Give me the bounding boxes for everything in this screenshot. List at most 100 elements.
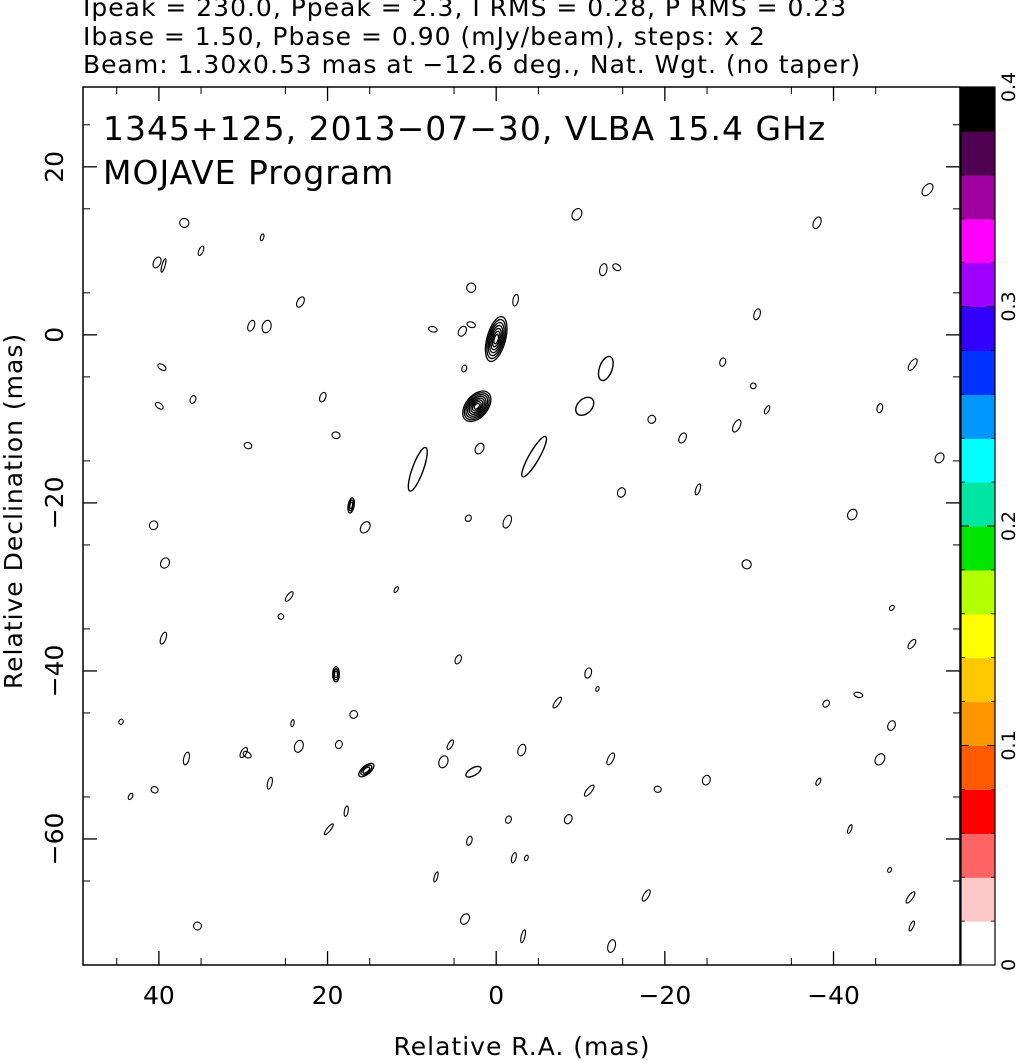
noise-contour	[247, 319, 256, 332]
noise-contour	[846, 824, 853, 834]
noise-contour	[934, 452, 945, 464]
contour-jet-knot-2	[348, 499, 355, 512]
noise-contour	[331, 431, 341, 440]
noise-contour	[887, 720, 896, 731]
noise-contour	[295, 296, 305, 308]
contour-knot-south	[358, 762, 375, 778]
noise-contour	[876, 403, 884, 414]
noise-contour	[359, 521, 371, 534]
colorbar-band	[961, 438, 995, 483]
noise-contour	[474, 442, 485, 455]
contour-core	[490, 327, 502, 351]
noise-contour	[921, 183, 934, 197]
noise-contour	[749, 382, 757, 390]
noise-contour	[598, 263, 608, 277]
colorbar-band	[961, 569, 995, 615]
y-tick-label: −60	[40, 813, 69, 866]
noise-contour	[815, 777, 822, 786]
noise-contour	[266, 776, 273, 790]
colorbar-band	[961, 701, 995, 747]
contour-jet-knot-1	[465, 393, 489, 419]
contour-jet-knot-1	[471, 401, 482, 412]
noise-contour	[753, 308, 761, 321]
noise-contour	[157, 363, 167, 372]
noise-contour	[349, 709, 359, 719]
noise-contour	[905, 891, 916, 904]
contour-knot-west	[332, 668, 340, 681]
noise-contour	[606, 752, 616, 766]
y-tick-label: −40	[40, 645, 69, 698]
noise-contour	[595, 685, 600, 692]
colorbar-band	[961, 306, 995, 351]
colorbar-band	[961, 833, 995, 878]
extended-contour	[407, 446, 428, 492]
contour-jet-knot-1	[462, 390, 492, 423]
extended-contour	[597, 355, 614, 382]
colorbar-tick-label: 0.1	[998, 730, 1020, 760]
colorbar-tick-label: 0.4	[998, 72, 1020, 102]
x-tick-label: 40	[143, 981, 175, 1010]
colorbar-band	[961, 657, 995, 703]
colorbar-band	[961, 526, 995, 571]
noise-contour	[293, 739, 304, 753]
noise-contour	[464, 514, 472, 523]
contour-core	[493, 333, 500, 345]
noise-contour	[127, 792, 134, 801]
noise-contour	[318, 391, 327, 403]
noise-contour	[189, 395, 197, 404]
y-tick-label: 20	[40, 151, 69, 183]
noise-contour	[459, 913, 471, 925]
noise-contour	[888, 604, 895, 611]
noise-contour	[616, 487, 627, 498]
colorbar-band	[961, 745, 995, 790]
noise-contour	[512, 293, 519, 307]
noise-contours	[118, 183, 945, 953]
colorbar-band	[961, 789, 995, 834]
noise-contour	[502, 514, 513, 529]
noise-contour	[583, 784, 595, 797]
noise-contour	[584, 667, 593, 679]
x-tick-label: 0	[488, 981, 504, 1010]
contour-jet-knot-2	[349, 501, 354, 510]
noise-contour	[150, 786, 159, 794]
noise-contour	[284, 591, 294, 602]
noise-contour	[466, 321, 476, 329]
colorbar-band	[961, 613, 995, 659]
jet-components	[331, 315, 508, 778]
noise-contour	[719, 357, 727, 367]
contour-jet-knot-1	[473, 402, 481, 410]
noise-contour	[461, 364, 468, 373]
y-axis-label: Relative Declination (mas)	[0, 333, 28, 689]
noise-contour	[812, 216, 822, 230]
noise-contour	[182, 751, 190, 766]
plot-frame	[82, 86, 961, 966]
contour-knot-west	[333, 670, 339, 679]
contour-jet-knot-1	[463, 392, 490, 421]
header-line-2: Ibase = 1.50, Pbase = 0.90 (mJy/beam), s…	[83, 22, 766, 51]
colorbar-tick-label: 0.3	[998, 291, 1020, 321]
chart-title-line-1: 1345+125, 2013−07−30, VLBA 15.4 GHz	[103, 109, 826, 148]
contour-jet-knot-1	[466, 395, 487, 417]
noise-contour	[179, 217, 190, 228]
noise-contour	[517, 743, 527, 757]
noise-contour	[197, 245, 205, 257]
noise-contour	[290, 719, 295, 728]
extended-contour	[575, 396, 595, 416]
noise-contour	[118, 718, 124, 725]
contour-core	[491, 330, 501, 348]
noise-contour	[433, 871, 439, 883]
colorbar-band	[961, 87, 995, 132]
colorbar-band	[961, 262, 995, 308]
x-tick-label: −40	[807, 981, 860, 1010]
extended-contour	[465, 765, 482, 778]
noise-contour	[154, 401, 164, 410]
noise-contour	[323, 823, 334, 836]
noise-contour	[466, 835, 473, 846]
noise-contour	[887, 867, 893, 873]
noise-contour	[678, 432, 688, 444]
noise-contour	[701, 774, 711, 786]
noise-contour	[454, 654, 462, 665]
noise-contour	[277, 613, 285, 620]
noise-contour	[261, 319, 272, 334]
